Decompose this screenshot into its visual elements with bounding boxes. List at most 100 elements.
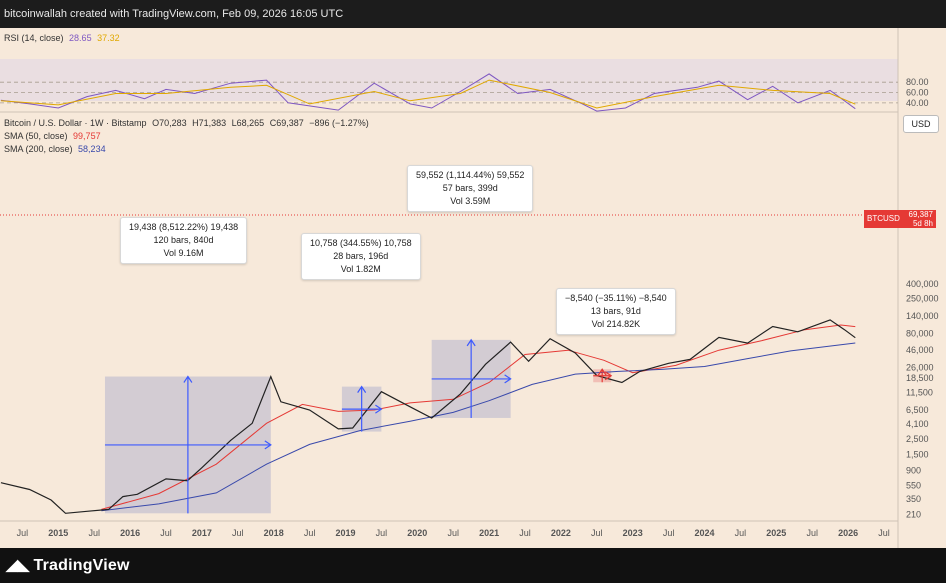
- measure-change: −8,540 (−35.11%) −8,540: [565, 293, 667, 303]
- chart-attribution: bitcoinwallah created with TradingView.c…: [4, 8, 344, 20]
- rsi-line: [0, 73, 856, 112]
- measure-change: 10,758 (344.55%) 10,758: [310, 238, 412, 248]
- measure-arrowhead: [375, 404, 383, 414]
- ohlc-open: O70,283: [152, 118, 187, 128]
- brand-name: TradingView: [33, 557, 130, 574]
- sma200-legend: SMA (200, close) 58,234: [4, 144, 109, 154]
- measure-volume: Vol 3.59M: [450, 196, 491, 206]
- price-tick-label: 400,000: [906, 279, 939, 289]
- sma200-label: SMA (200, close): [4, 144, 73, 154]
- last-price-value: 69,387: [908, 210, 933, 219]
- rsi-ma-value: 37.32: [97, 33, 120, 43]
- rsi-level-tick: 60.00: [906, 88, 929, 98]
- price-tick-label: 18,500: [906, 373, 934, 383]
- measure-change: 59,552 (1,114.44%) 59,552: [416, 170, 525, 180]
- time-tick-label: 2018: [264, 528, 284, 538]
- time-tick-label: Jul: [663, 528, 675, 538]
- time-tick-label: 2020: [407, 528, 427, 538]
- sma200-value: 58,234: [78, 144, 106, 154]
- ohlc-close: C69,387: [269, 118, 304, 128]
- rsi-label: RSI (14, close): [4, 33, 64, 43]
- price-tick-label: 26,000: [906, 363, 934, 373]
- tradingview-mark-icon: ◢◣: [6, 557, 30, 574]
- measure-label: −8,540 (−35.11%) −8,540 13 bars, 91d Vol…: [556, 288, 676, 335]
- price-tick-label: 1,500: [906, 450, 929, 460]
- tradingview-logo[interactable]: ◢◣ TradingView: [6, 556, 130, 575]
- measure-volume: Vol 214.82K: [591, 319, 641, 329]
- sma200-line: [101, 342, 856, 512]
- measure-bars: 57 bars, 399d: [442, 183, 498, 193]
- time-tick-label: 2015: [48, 528, 68, 538]
- time-tick-label: 2022: [551, 528, 571, 538]
- measure-arrowhead: [597, 368, 607, 376]
- time-tick-label: Jul: [519, 528, 531, 538]
- measure-bars: 28 bars, 196d: [333, 251, 389, 261]
- time-tick-label: Jul: [591, 528, 603, 538]
- price-tick-label: 4,100: [906, 419, 929, 429]
- time-tick-label: 2026: [838, 528, 858, 538]
- measure-label: 19,438 (8,512.22%) 19,438 120 bars, 840d…: [120, 217, 248, 264]
- measure-label: 59,552 (1,114.44%) 59,552 57 bars, 399d …: [407, 165, 534, 212]
- price-tick-label: 250,000: [906, 294, 939, 304]
- time-tick-label: 2017: [192, 528, 212, 538]
- time-tick-label: Jul: [232, 528, 244, 538]
- measure-change: 19,438 (8,512.22%) 19,438: [129, 222, 239, 232]
- time-tick-label: Jul: [376, 528, 388, 538]
- measure-arrowhead: [264, 440, 272, 450]
- price-tick-label: 900: [906, 465, 921, 475]
- rsi-level-tick: 80.00: [906, 77, 929, 87]
- measure-arrowhead: [183, 375, 193, 383]
- time-tick-label: 2025: [766, 528, 786, 538]
- last-price-symbol: BTCUSD: [867, 214, 900, 223]
- measure-bars: 13 bars, 91d: [590, 306, 641, 316]
- time-tick-label: 2021: [479, 528, 499, 538]
- price-line: [0, 319, 856, 514]
- time-tick-label: Jul: [88, 528, 100, 538]
- time-tick-label: 2019: [335, 528, 355, 538]
- rsi-level-tick: 40.00: [906, 98, 929, 108]
- sma50-value: 99,757: [73, 131, 101, 141]
- price-tick-label: 46,000: [906, 345, 934, 355]
- rsi-ma-line: [0, 79, 856, 109]
- time-tick-label: Jul: [447, 528, 459, 538]
- price-tick-label: 550: [906, 480, 921, 490]
- rsi-value: 28.65: [69, 33, 92, 43]
- measure-arrowhead: [604, 371, 613, 381]
- ohlc-change: −896 (−1.27%): [309, 118, 369, 128]
- sma50-line: [101, 324, 856, 510]
- ohlc-low: L68,265: [231, 118, 265, 128]
- measure-volume: Vol 9.16M: [163, 248, 204, 258]
- sma50-legend: SMA (50, close) 99,757: [4, 131, 104, 141]
- measure-arrowhead: [504, 374, 512, 384]
- time-tick-label: Jul: [878, 528, 890, 538]
- price-tick-label: 140,000: [906, 311, 939, 321]
- price-tick-label: 350: [906, 494, 921, 504]
- price-tick-label: 210: [906, 510, 921, 520]
- ohlc-high: H71,383: [192, 118, 227, 128]
- symbol-legend: Bitcoin / U.S. Dollar · 1W · Bitstamp O7…: [4, 118, 372, 128]
- time-tick-label: Jul: [735, 528, 747, 538]
- time-tick-label: Jul: [17, 528, 29, 538]
- measure-bars: 120 bars, 840d: [153, 235, 214, 245]
- time-tick-label: 2016: [120, 528, 140, 538]
- measure-label: 10,758 (344.55%) 10,758 28 bars, 196d Vo…: [301, 233, 421, 280]
- sma50-label: SMA (50, close): [4, 131, 68, 141]
- symbol-name: Bitcoin / U.S. Dollar · 1W · Bitstamp: [4, 118, 147, 128]
- currency-selector[interactable]: USD: [903, 115, 939, 133]
- time-tick-label: Jul: [304, 528, 316, 538]
- price-tick-label: 11,500: [906, 388, 933, 398]
- rsi-legend: RSI (14, close) 28.65 37.32: [4, 33, 123, 43]
- measure-volume: Vol 1.82M: [340, 264, 381, 274]
- measure-arrowhead: [466, 338, 476, 347]
- time-tick-label: 2023: [623, 528, 643, 538]
- time-tick-label: Jul: [160, 528, 172, 538]
- time-tick-label: 2024: [694, 528, 714, 538]
- price-tick-label: 2,500: [906, 434, 929, 444]
- price-tick-label: 6,500: [906, 405, 929, 415]
- footer-bar: ◢◣ TradingView: [0, 548, 946, 583]
- last-price-tag: BTCUSD 69,387 5d 8h: [864, 210, 936, 228]
- price-tick-label: 80,000: [906, 328, 934, 338]
- measure-arrowhead: [357, 385, 367, 393]
- top-bar: bitcoinwallah created with TradingView.c…: [0, 0, 946, 28]
